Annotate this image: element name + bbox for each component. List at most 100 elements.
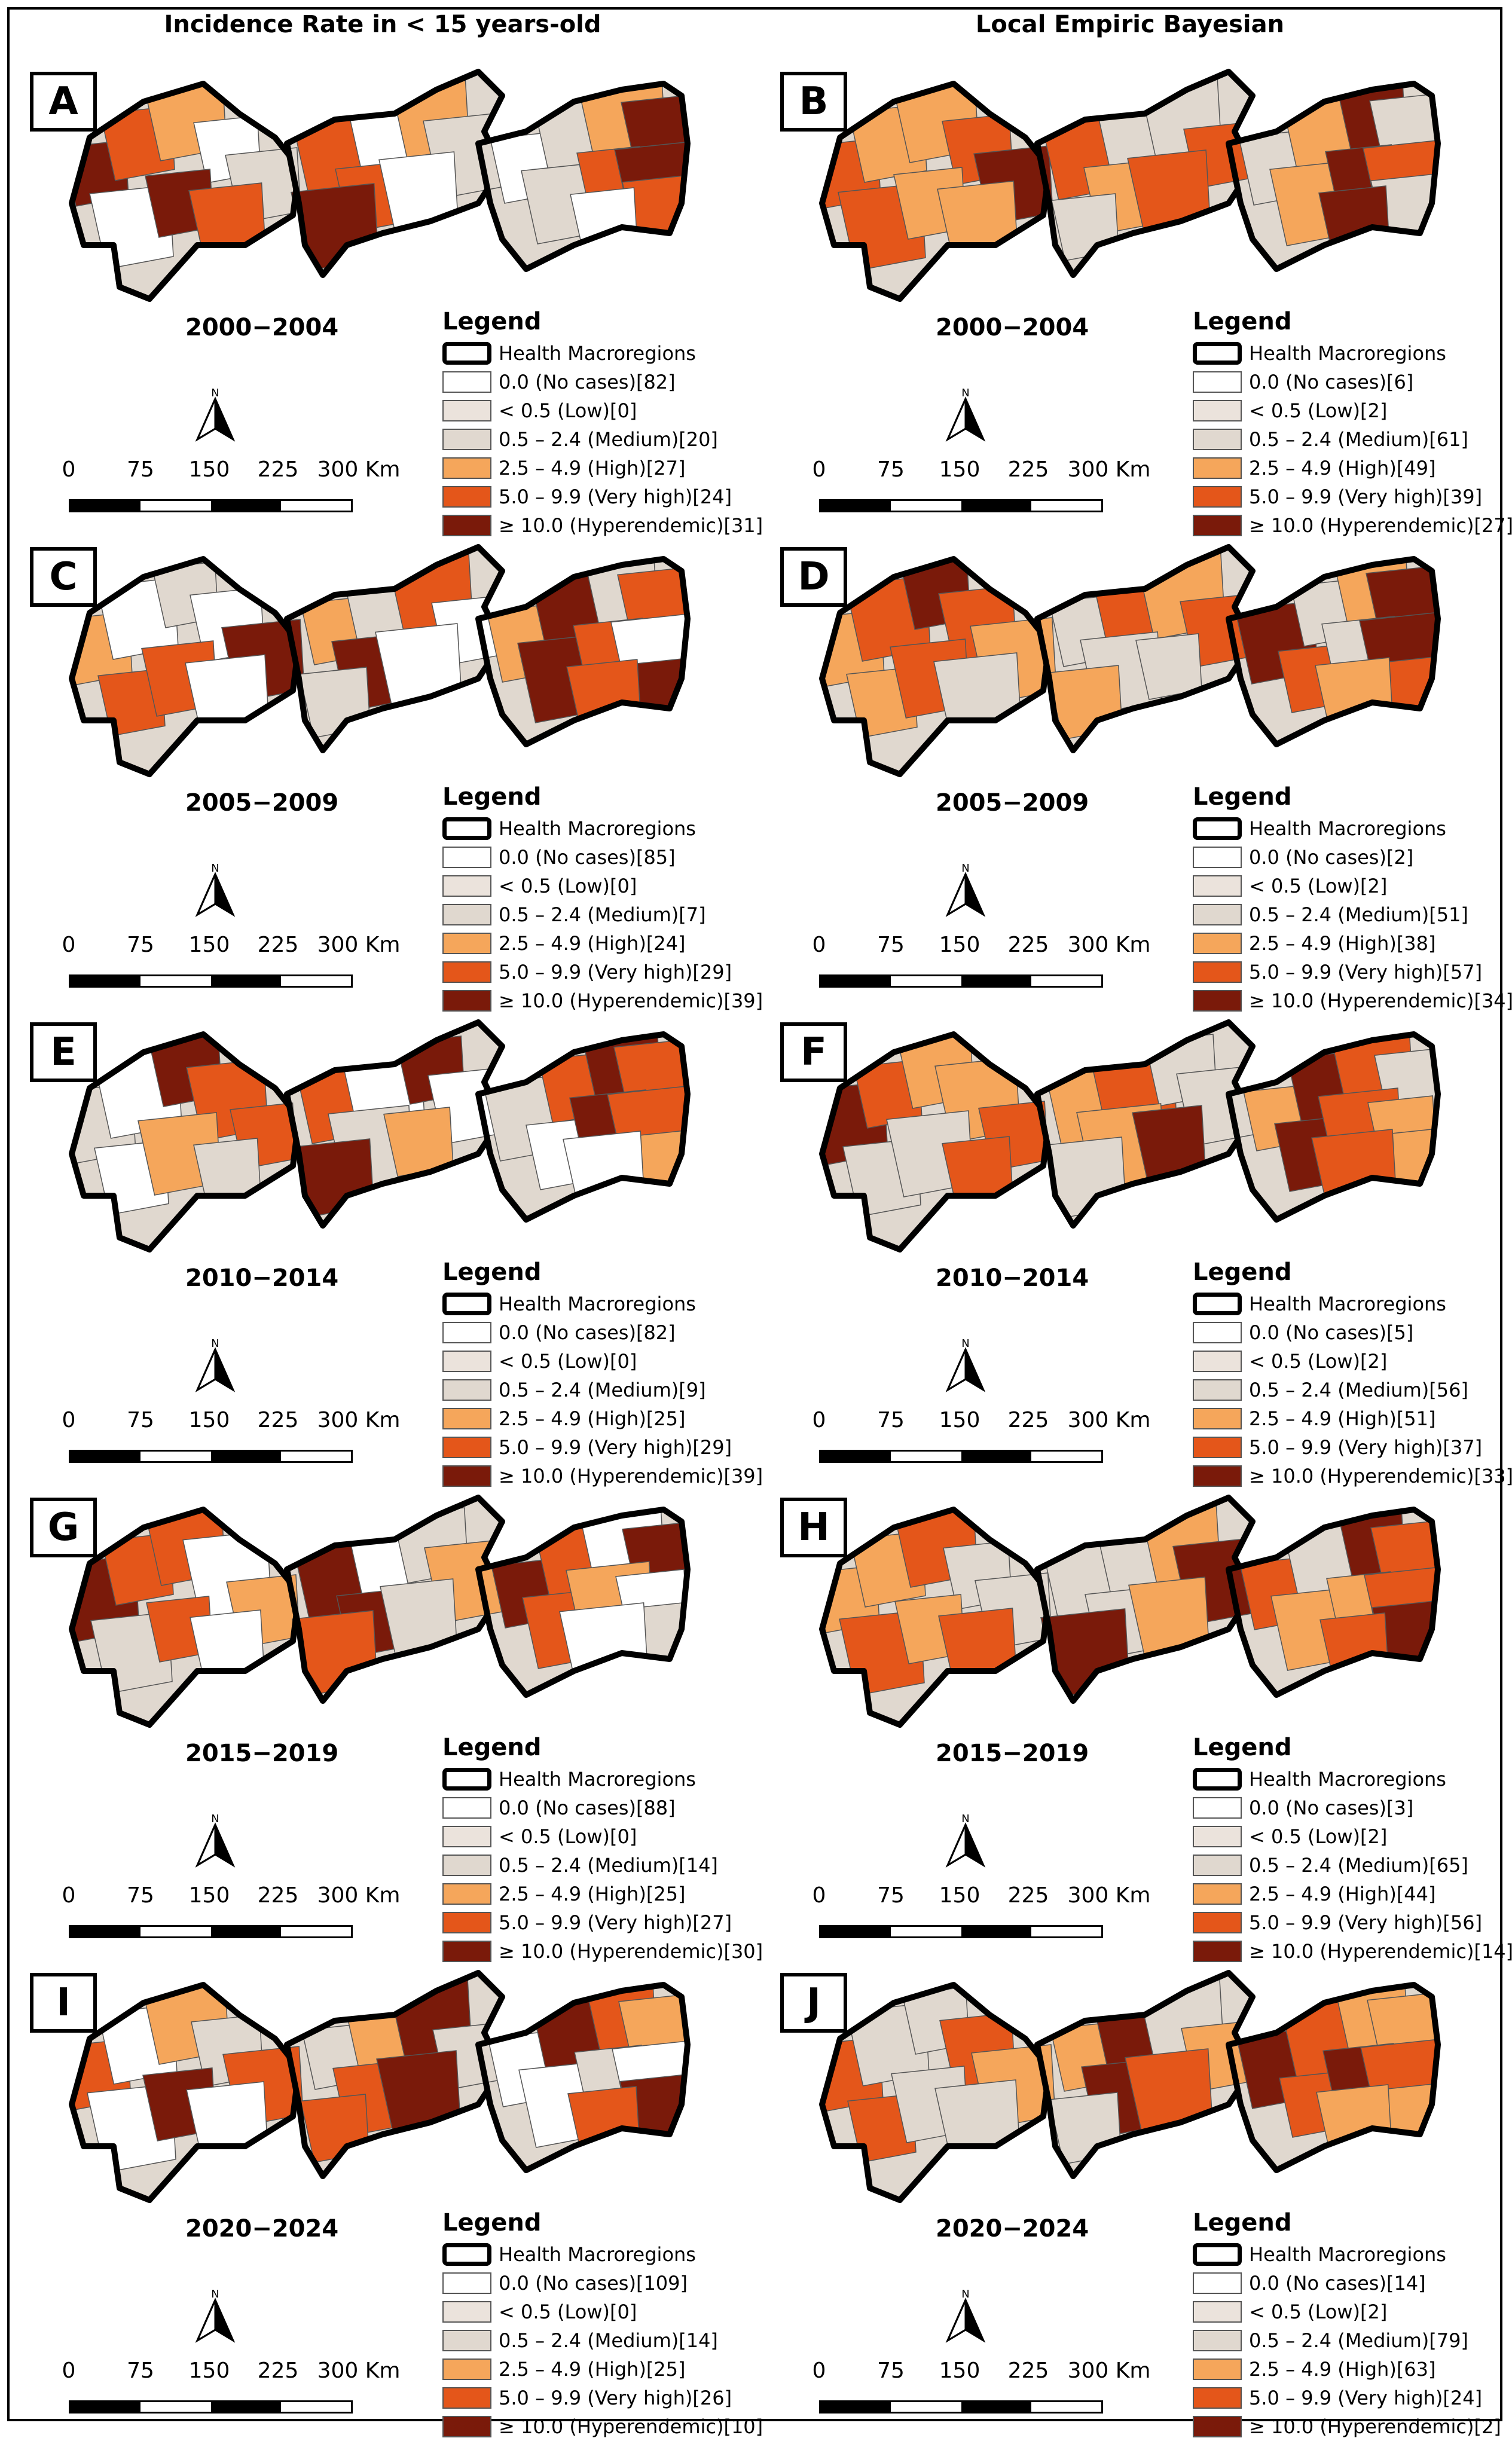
legend-swatch — [1193, 875, 1242, 897]
legend-count: 25 — [653, 1883, 679, 1905]
macroregion-boundary — [69, 556, 302, 777]
legend-label: ≥ 10.0 (Hyperendemic) — [1249, 514, 1474, 537]
legend-count: 2 — [1367, 875, 1380, 897]
scale-bar-labels: 0 75 150 225 300 Km — [62, 1883, 433, 1911]
scale-bar-labels: 0 75 150 225 300 Km — [62, 2358, 433, 2386]
legend-row-very-high: 5.0 – 9.9 (Very high) [39] — [1193, 482, 1512, 511]
scale-tick-label: 150 — [188, 2358, 230, 2383]
scale-tick-label: 150 — [188, 457, 230, 482]
legend: Legend Health Macroregions 0.0 (No cases) … — [1193, 308, 1512, 540]
map-panel-e: E 2010−2014 N 0 75 150 225 300 Km Legend Health M… — [12, 986, 768, 1487]
scale-tick-label: 0 — [62, 933, 76, 957]
macroregion-boundary — [69, 1982, 302, 2203]
legend-label: 5.0 – 9.9 (Very high) — [499, 1911, 693, 1934]
legend-label: 2.5 – 4.9 (High) — [499, 2358, 646, 2381]
scale-bar-labels: 0 75 150 225 300 Km — [812, 2358, 1184, 2386]
legend-label: Health Macroregions — [1249, 2243, 1446, 2266]
legend-count: 14 — [686, 2329, 711, 2352]
map-panel-f: F 2010−2014 N 0 75 150 225 300 Km Legend Health M… — [762, 986, 1512, 1487]
legend-swatch — [442, 1379, 491, 1401]
scale-bar — [69, 499, 353, 512]
legend-label: 0.5 – 2.4 (Medium) — [1249, 1379, 1429, 1401]
legend-count: 56 — [1450, 1911, 1475, 1934]
macroregion-boundary — [1226, 1031, 1441, 1223]
legend: Legend Health Macroregions 0.0 (No cases) … — [442, 308, 765, 540]
macroregion-boundary — [475, 81, 691, 272]
scale-tick-label: 75 — [127, 457, 154, 482]
scale-bar — [819, 1450, 1103, 1463]
scale-tick-label: 150 — [939, 1883, 980, 1908]
legend-swatch — [442, 2301, 491, 2323]
legend-row-high: 2.5 – 4.9 (High) [44] — [1193, 1880, 1512, 1908]
legend-count: 49 — [1404, 457, 1429, 479]
scale-tick-label: 300 Km — [1067, 1408, 1151, 1432]
legend-swatch — [1193, 961, 1242, 983]
legend-row-macroregions: Health Macroregions — [1193, 814, 1512, 843]
macroregion-swatch — [442, 1768, 491, 1791]
legend-label: 5.0 – 9.9 (Very high) — [1249, 1911, 1443, 1934]
legend-count: 57 — [1450, 961, 1475, 983]
legend-swatch — [1193, 1408, 1242, 1429]
scale-tick-label: 300 Km — [317, 457, 401, 482]
north-arrow-icon: N — [191, 861, 239, 923]
legend-count: 27 — [1481, 514, 1506, 537]
scale-tick-label: 0 — [62, 1883, 76, 1908]
legend-count: 44 — [1404, 1883, 1429, 1905]
legend-count: 0 — [617, 399, 630, 422]
legend-row-high: 2.5 – 4.9 (High) [51] — [1193, 1404, 1512, 1433]
legend-row-macroregions: Health Macroregions — [1193, 339, 1512, 368]
legend-row-macroregions: Health Macroregions — [442, 339, 765, 368]
period-label: 2010−2014 — [936, 1264, 1089, 1292]
legend-label: 5.0 – 9.9 (Very high) — [1249, 1436, 1443, 1459]
legend-count: 109 — [643, 2272, 680, 2295]
legend-count: 14 — [1481, 1940, 1506, 1963]
legend-label: 2.5 – 4.9 (High) — [499, 457, 646, 479]
macroregion-boundary — [819, 81, 1052, 302]
legend-label: ≥ 10.0 (Hyperendemic) — [1249, 2415, 1474, 2438]
legend-row-medium: 0.5 – 2.4 (Medium) [61] — [1193, 425, 1512, 454]
period-label: 2015−2019 — [936, 1740, 1089, 1767]
macroregion-boundary — [819, 1031, 1052, 1252]
legend-count: 24 — [653, 932, 679, 955]
legend-row-medium: 0.5 – 2.4 (Medium) [79] — [1193, 2326, 1512, 2355]
municipality-cell — [559, 1602, 649, 1692]
legend-label: 0.0 (No cases) — [1249, 2272, 1386, 2295]
legend-label: 5.0 – 9.9 (Very high) — [1249, 2387, 1443, 2409]
legend-row-no-cases: 0.0 (No cases) [5] — [1193, 1318, 1512, 1347]
scale-tick-label: 300 Km — [1067, 933, 1151, 957]
legend-count: 79 — [1436, 2329, 1461, 2352]
legend-row-no-cases: 0.0 (No cases) [88] — [442, 1794, 765, 1822]
legend-row-low: < 0.5 (Low) [2] — [1193, 872, 1512, 900]
legend-swatch — [1193, 904, 1242, 925]
scale-tick-label: 225 — [257, 1408, 299, 1432]
panel-letter: C — [30, 547, 97, 607]
scale-tick-label: 150 — [939, 2358, 980, 2383]
legend-row-medium: 0.5 – 2.4 (Medium) [9] — [442, 1376, 765, 1404]
legend-row-macroregions: Health Macroregions — [1193, 1765, 1512, 1794]
legend: Legend Health Macroregions 0.0 (No cases) … — [1193, 2209, 1512, 2441]
scale-bar-labels: 0 75 150 225 300 Km — [62, 457, 433, 485]
legend-label: 0.0 (No cases) — [1249, 1797, 1386, 1819]
period-label: 2015−2019 — [185, 1740, 339, 1767]
legend-swatch — [442, 2358, 491, 2380]
legend-swatch — [442, 1408, 491, 1429]
macroregion-boundary — [1226, 1982, 1441, 2173]
legend-count: 65 — [1436, 1854, 1461, 1877]
scale-tick-label: 150 — [939, 933, 980, 957]
macroregion-swatch — [442, 342, 491, 365]
legend-row-very-high: 5.0 – 9.9 (Very high) [37] — [1193, 1433, 1512, 1462]
legend-row-hyperendemic: ≥ 10.0 (Hyperendemic) [10] — [442, 2412, 765, 2441]
legend-swatch — [1193, 2416, 1242, 2437]
legend-label: < 0.5 (Low) — [1249, 875, 1361, 897]
macroregion-boundary — [475, 1982, 691, 2173]
legend-row-macroregions: Health Macroregions — [1193, 1290, 1512, 1318]
scale-tick-label: 0 — [812, 457, 826, 482]
legend-swatch — [1193, 1437, 1242, 1458]
legend-label: < 0.5 (Low) — [1249, 2301, 1361, 2323]
legend-label: ≥ 10.0 (Hyperendemic) — [499, 2415, 724, 2438]
legend-count: 5 — [1394, 1321, 1406, 1344]
macroregion-fill — [287, 547, 502, 750]
panel-letter: J — [780, 1973, 847, 2033]
legend-row-low: < 0.5 (Low) [2] — [1193, 2298, 1512, 2326]
